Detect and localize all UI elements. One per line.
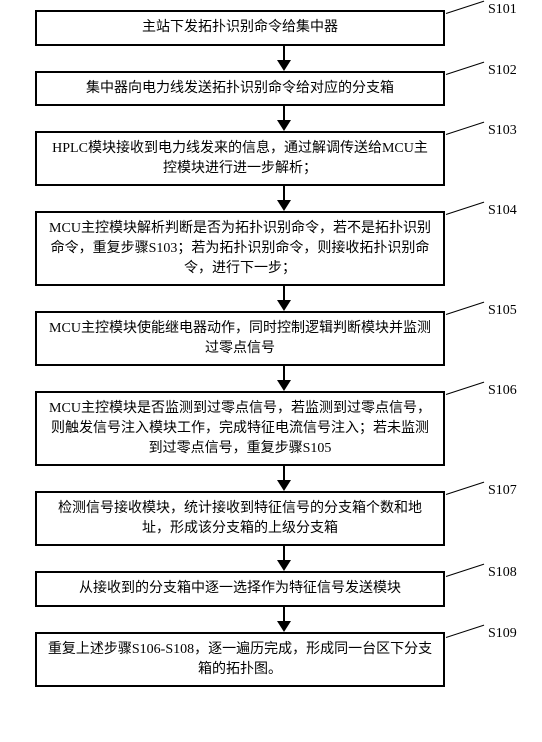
- arrow-head-icon: [277, 300, 291, 311]
- step-text: 集中器向电力线发送拓扑识别命令给对应的分支箱: [86, 79, 394, 99]
- arrow-line: [283, 366, 285, 380]
- step-box-S109: 重复上述步骤S106-S108，逐一遍历完成，形成同一台区下分支箱的拓扑图。: [35, 632, 445, 687]
- arrow-head-icon: [277, 380, 291, 391]
- arrow-line: [283, 466, 285, 480]
- step-label-S102: S102: [488, 63, 517, 79]
- arrow-down: [79, 546, 489, 571]
- step-text: HPLC模块接收到电力线发来的信息，通过解调传送给MCU主控模块进行进一步解析；: [47, 139, 433, 178]
- step-row-S105: MCU主控模块使能继电器动作，同时控制逻辑判断模块并监测过零点信号S105: [10, 311, 532, 366]
- arrow-down: [79, 46, 489, 71]
- step-text: MCU主控模块是否监测到过零点信号，若监测到过零点信号，则触发信号注入模块工作，…: [47, 399, 433, 458]
- arrow-line: [283, 286, 285, 300]
- step-label-S103: S103: [488, 123, 517, 139]
- arrow-down: [79, 186, 489, 211]
- arrow-down: [79, 366, 489, 391]
- step-box-S108: 从接收到的分支箱中逐一选择作为特征信号发送模块: [35, 571, 445, 607]
- arrow-down: [79, 106, 489, 131]
- step-row-S104: MCU主控模块解析判断是否为拓扑识别命令，若不是拓扑识别命令，重复步骤S103；…: [10, 211, 532, 286]
- arrow-head-icon: [277, 60, 291, 71]
- step-label-S105: S105: [488, 303, 517, 319]
- arrow-line: [283, 46, 285, 60]
- step-text: 检测信号接收模块，统计接收到特征信号的分支箱个数和地址，形成该分支箱的上级分支箱: [47, 499, 433, 538]
- label-connector: [446, 1, 484, 14]
- arrow-head-icon: [277, 621, 291, 632]
- step-row-S101: 主站下发拓扑识别命令给集中器S101: [10, 10, 532, 46]
- step-box-S104: MCU主控模块解析判断是否为拓扑识别命令，若不是拓扑识别命令，重复步骤S103；…: [35, 211, 445, 286]
- step-text: 重复上述步骤S106-S108，逐一遍历完成，形成同一台区下分支箱的拓扑图。: [47, 640, 433, 679]
- flowchart-container: 主站下发拓扑识别命令给集中器S101 集中器向电力线发送拓扑识别命令给对应的分支箱…: [10, 10, 532, 687]
- step-text: 主站下发拓扑识别命令给集中器: [142, 18, 338, 38]
- arrow-down: [79, 466, 489, 491]
- step-row-S108: 从接收到的分支箱中逐一选择作为特征信号发送模块S108: [10, 571, 532, 607]
- step-box-S102: 集中器向电力线发送拓扑识别命令给对应的分支箱: [35, 71, 445, 107]
- step-text: 从接收到的分支箱中逐一选择作为特征信号发送模块: [79, 579, 401, 599]
- step-label-S101: S101: [488, 2, 517, 18]
- step-text: MCU主控模块使能继电器动作，同时控制逻辑判断模块并监测过零点信号: [47, 319, 433, 358]
- step-row-S102: 集中器向电力线发送拓扑识别命令给对应的分支箱S102: [10, 71, 532, 107]
- step-text: MCU主控模块解析判断是否为拓扑识别命令，若不是拓扑识别命令，重复步骤S103；…: [47, 219, 433, 278]
- step-label-S109: S109: [488, 626, 517, 642]
- step-box-S101: 主站下发拓扑识别命令给集中器: [35, 10, 445, 46]
- step-row-S106: MCU主控模块是否监测到过零点信号，若监测到过零点信号，则触发信号注入模块工作，…: [10, 391, 532, 466]
- arrow-line: [283, 106, 285, 120]
- step-label-S106: S106: [488, 383, 517, 399]
- arrow-head-icon: [277, 480, 291, 491]
- arrow-line: [283, 186, 285, 200]
- step-row-S107: 检测信号接收模块，统计接收到特征信号的分支箱个数和地址，形成该分支箱的上级分支箱…: [10, 491, 532, 546]
- step-box-S106: MCU主控模块是否监测到过零点信号，若监测到过零点信号，则触发信号注入模块工作，…: [35, 391, 445, 466]
- step-box-S105: MCU主控模块使能继电器动作，同时控制逻辑判断模块并监测过零点信号: [35, 311, 445, 366]
- arrow-head-icon: [277, 120, 291, 131]
- step-row-S109: 重复上述步骤S106-S108，逐一遍历完成，形成同一台区下分支箱的拓扑图。S1…: [10, 632, 532, 687]
- step-label-S108: S108: [488, 565, 517, 581]
- step-box-S103: HPLC模块接收到电力线发来的信息，通过解调传送给MCU主控模块进行进一步解析；: [35, 131, 445, 186]
- arrow-line: [283, 607, 285, 621]
- arrow-head-icon: [277, 200, 291, 211]
- step-row-S103: HPLC模块接收到电力线发来的信息，通过解调传送给MCU主控模块进行进一步解析；…: [10, 131, 532, 186]
- step-label-S107: S107: [488, 483, 517, 499]
- arrow-down: [79, 286, 489, 311]
- step-box-S107: 检测信号接收模块，统计接收到特征信号的分支箱个数和地址，形成该分支箱的上级分支箱: [35, 491, 445, 546]
- step-label-S104: S104: [488, 203, 517, 219]
- arrow-down: [79, 607, 489, 632]
- arrow-line: [283, 546, 285, 560]
- arrow-head-icon: [277, 560, 291, 571]
